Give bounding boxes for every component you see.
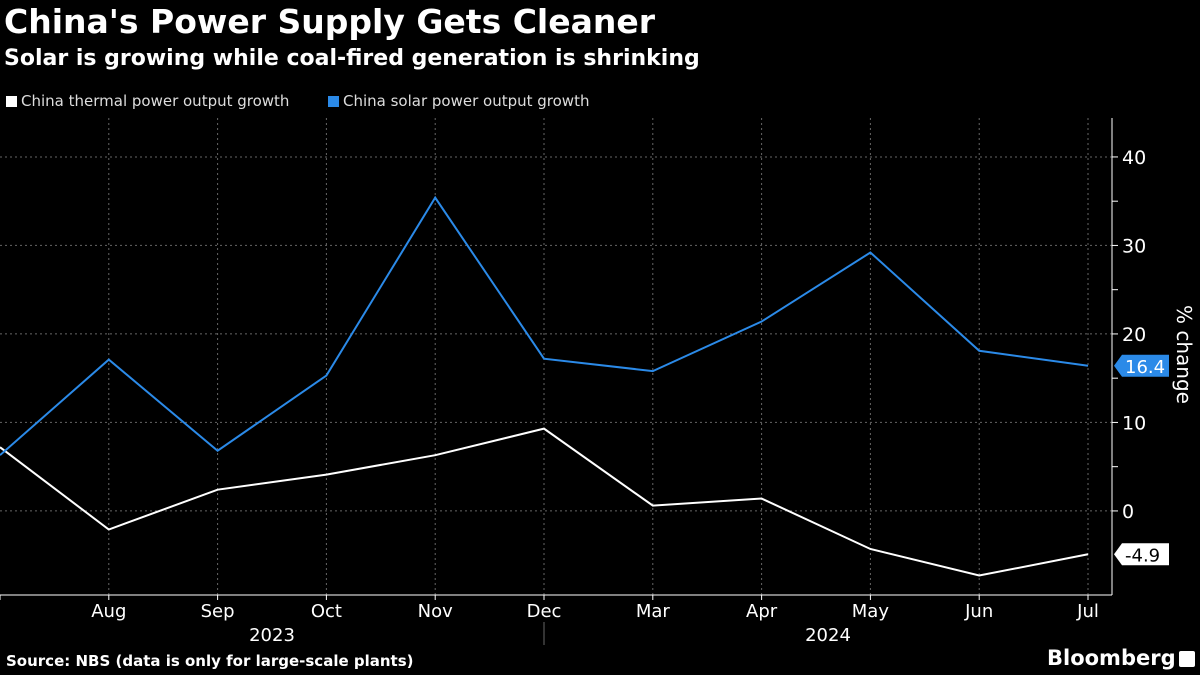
y-tick-label: 0 [1122,501,1134,523]
bloomberg-chart-icon [1179,651,1195,667]
legend-label: China thermal power output growth [21,92,290,110]
legend-item-thermal: China thermal power output growth [6,92,289,110]
x-tick-label: Aug [91,601,126,622]
x-year-label: 2024 [805,625,851,646]
x-tick-label: May [852,601,890,622]
y-tick-label: 10 [1122,412,1146,434]
chart-subtitle: Solar is growing while coal-fired genera… [4,46,700,71]
x-tick-label: Sep [201,601,235,622]
x-year-label: 2023 [249,625,295,646]
x-tick-label: Jul [1076,601,1099,622]
series-line-solar [0,195,1089,456]
chart-title: China's Power Supply Gets Cleaner [4,2,656,41]
legend-item-solar: China solar power output growth [328,92,589,110]
legend-swatch [6,95,17,107]
x-tick-label: Nov [418,601,453,622]
x-tick-label: Dec [527,601,562,622]
source-note: Source: NBS (data is only for large-scal… [6,652,414,670]
x-tick-label: Mar [636,601,671,622]
last-value-badge [1114,354,1169,377]
last-value-label: 16.4 [1125,357,1165,378]
last-value-label: -4.9 [1125,545,1160,566]
y-tick-label: 40 [1122,147,1146,169]
x-tick-label: Oct [311,601,342,622]
last-value-badge [1114,543,1169,566]
y-axis-label: % change [1172,305,1196,404]
bloomberg-logo: Bloomberg [1047,646,1176,670]
y-tick-label: 30 [1122,235,1146,257]
x-tick-label: Apr [746,601,778,622]
y-tick-label: 20 [1122,324,1146,346]
x-tick-label: Jun [964,601,993,622]
legend-label: China solar power output growth [343,92,590,110]
legend-swatch [328,95,339,107]
